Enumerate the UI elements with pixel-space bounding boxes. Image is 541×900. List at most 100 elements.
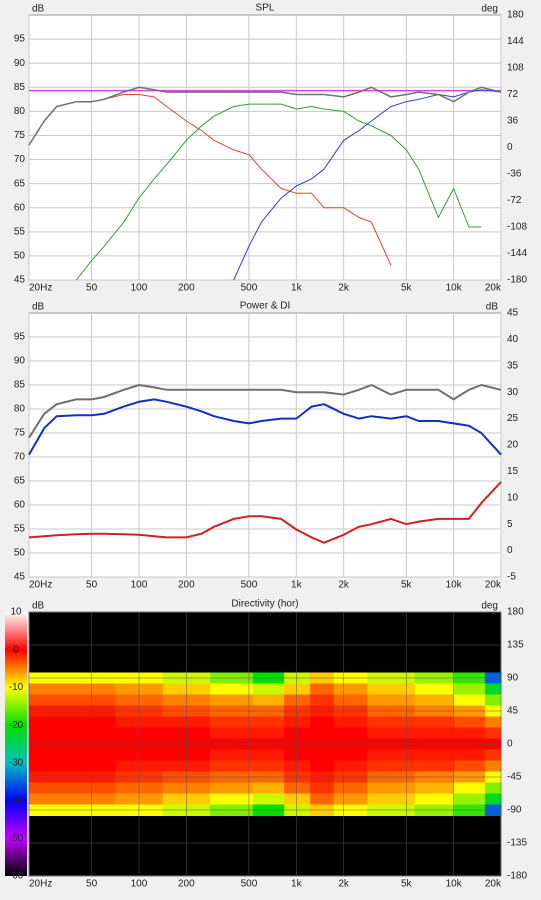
heat-cell [367,727,416,739]
heat-cell [210,716,254,728]
heat-cell [333,749,368,761]
x-tick-label: 1k [291,283,303,294]
heat-cell [252,749,285,761]
x-tick-label: 20k [485,879,502,890]
heat-cell [484,716,502,728]
y2-tick-label: 10 [507,492,519,503]
heat-cell [414,760,455,772]
heat-cell [453,716,486,728]
y-tick-label: 75 [14,428,26,439]
y-tick-label: 85 [14,82,26,93]
y2-tick-label: -90 [507,805,522,816]
y2-label: deg [481,601,498,612]
y2-label: deg [481,4,498,15]
heat-cell [284,760,311,772]
colorbar-tick-label: 10 [10,607,22,618]
heat-cell [162,683,211,695]
y2-tick-label: 45 [507,308,519,319]
y-tick-label: 90 [14,356,26,367]
heat-cell [284,749,311,761]
heat-cell [333,727,368,739]
heat-cell [284,727,311,739]
y2-tick-label: 0 [507,142,513,153]
y-label: dB [32,4,45,15]
x-tick-label: 5k [401,580,413,591]
heat-cell [252,683,285,695]
heat-cell [252,793,285,805]
heat-cell [484,683,502,695]
heat-cell [367,683,416,695]
y2-tick-label: -135 [507,838,527,849]
y2-tick-label: -45 [507,772,522,783]
heat-cell [310,793,335,805]
x-tick-label: 200 [178,580,195,591]
colorbar-tick-label: -60 [9,871,24,882]
heat-cell [333,694,368,706]
colorbar-tick-label: -20 [9,720,24,731]
heat-cell [284,694,311,706]
y2-tick-label: 25 [507,413,519,424]
y2-tick-label: 40 [507,334,519,345]
y2-tick-label: 45 [507,706,519,717]
heat-cell [162,793,211,805]
y2-tick-label: -5 [507,572,516,583]
y-tick-label: 55 [14,226,26,237]
heat-cell [210,727,254,739]
y-tick-label: 50 [14,251,26,262]
heat-cell [29,760,61,772]
x-tick-label: 2k [338,580,350,591]
y2-tick-label: -36 [507,169,522,180]
y-tick-label: 95 [14,34,26,45]
colorbar [5,612,27,876]
heat-cell [484,727,502,739]
heat-cell [453,760,486,772]
y-tick-label: 45 [14,275,26,286]
heat-cell [29,782,61,794]
heat-cell [60,727,116,739]
heat-cell [310,760,335,772]
y2-tick-label: 0 [507,739,513,750]
y2-tick-label: 0 [507,545,513,556]
series-line [28,481,502,544]
heat-cell [284,782,311,794]
x-tick-label: 10k [446,580,463,591]
heat-cell [310,727,335,739]
heat-cell [484,760,502,772]
heat-cell [162,716,211,728]
heat-cell [210,760,254,772]
heat-cell [29,694,61,706]
heat-cell [333,716,368,728]
x-tick-label: 200 [178,879,195,890]
x-tick-label: 100 [131,283,148,294]
heat-cell [284,716,311,728]
heat-cell [162,782,211,794]
y-tick-label: 70 [14,452,26,463]
y-tick-label: 70 [14,154,26,165]
heat-cell [60,793,116,805]
heat-cell [210,793,254,805]
heat-cell [162,760,211,772]
y-tick-label: 55 [14,524,26,535]
heat-cell [60,716,116,728]
heat-cell [414,749,455,761]
heat-cell [453,782,486,794]
heat-cell [252,694,285,706]
heat-cell [29,683,61,695]
x-tick-label: 500 [241,283,258,294]
heat-cell [333,782,368,794]
heat-cell [367,749,416,761]
y-tick-label: 80 [14,106,26,117]
heat-cell [367,716,416,728]
heat-cell [484,749,502,761]
heat-cell [414,683,455,695]
y2-tick-label: 15 [507,466,519,477]
y-tick-label: 80 [14,404,26,415]
z-label: dB [32,601,45,612]
heat-cell [29,727,61,739]
y-tick-label: 45 [14,572,26,583]
heat-cell [310,749,335,761]
x-tick-label: 20Hz [29,580,52,591]
y2-tick-label: 180 [507,10,524,21]
heat-cell [453,749,486,761]
